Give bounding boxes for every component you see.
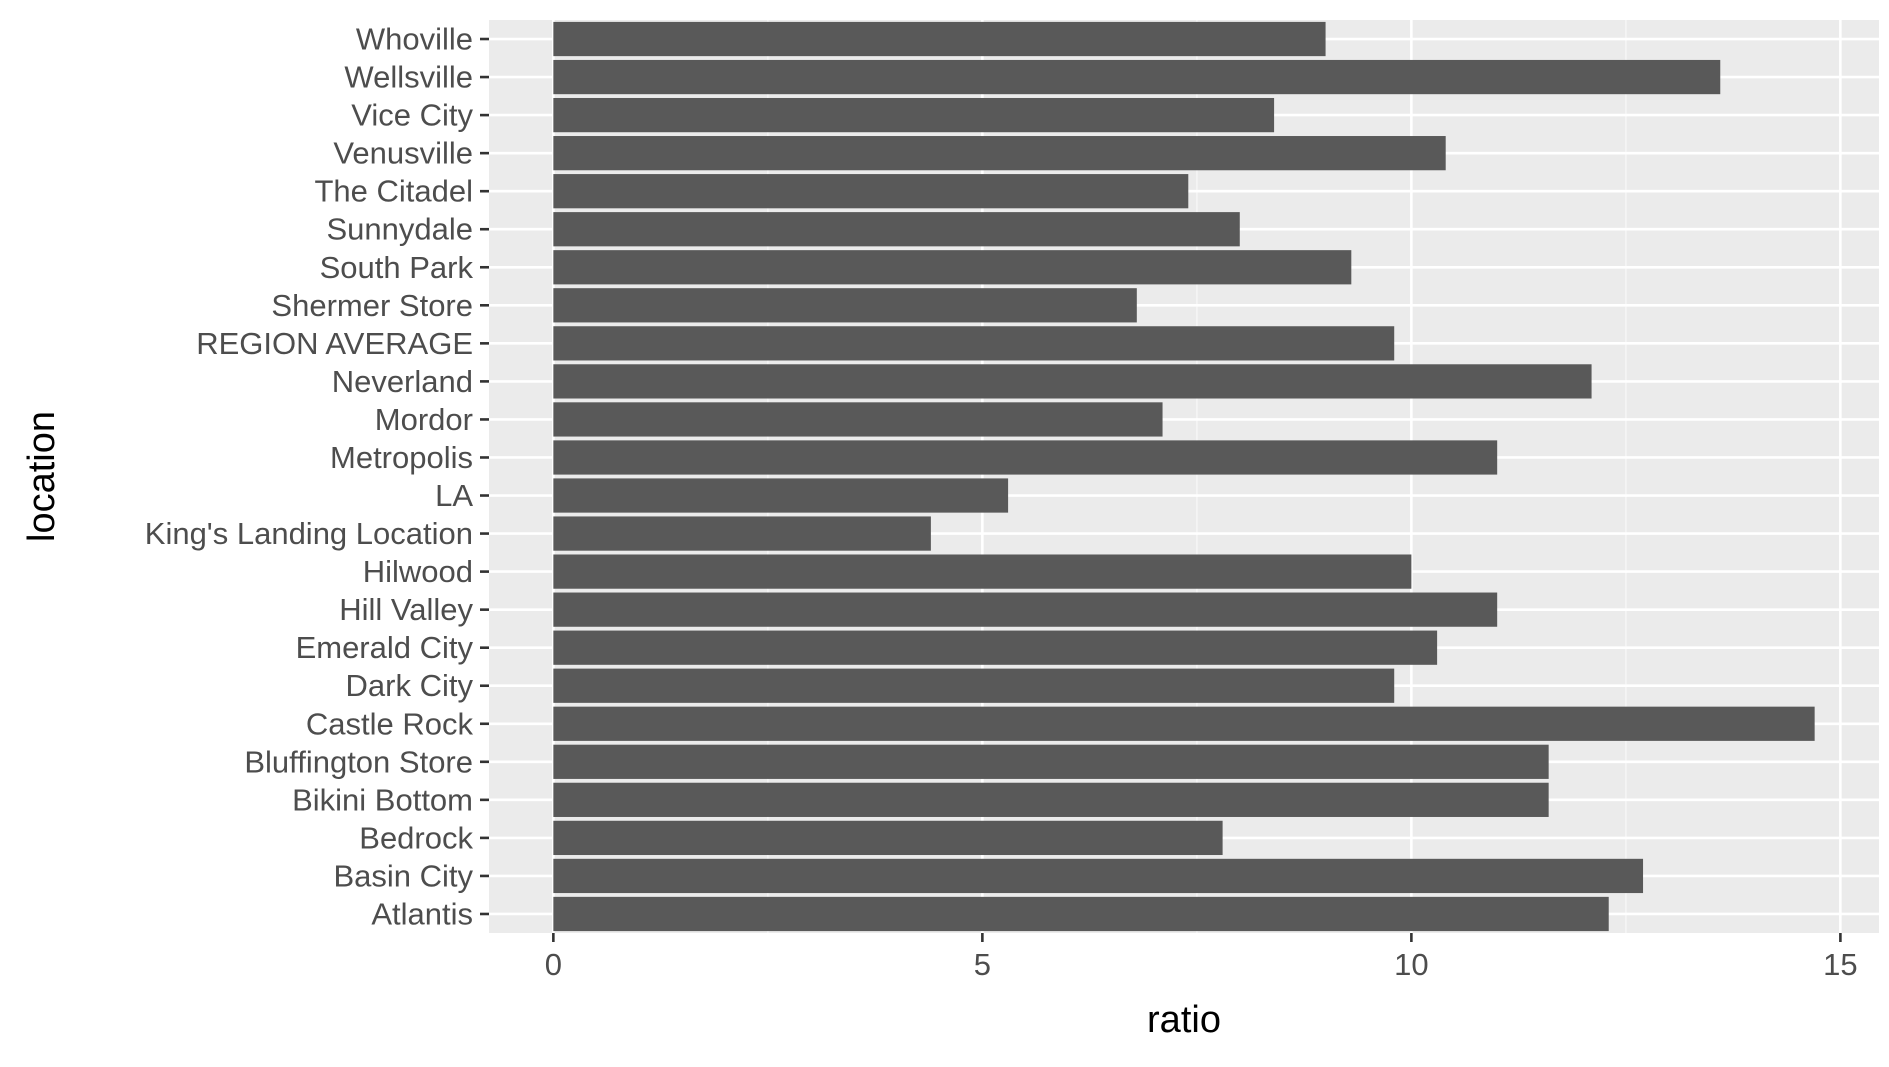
bar-king-s-landing-location xyxy=(553,516,931,551)
y-tick-label: REGION AVERAGE xyxy=(196,326,473,361)
bar-atlantis xyxy=(553,896,1609,932)
bar-basin-city xyxy=(553,858,1644,894)
bar-bluffington-store xyxy=(553,744,1549,779)
bar-sunnydale xyxy=(553,212,1240,247)
y-tick-label: Neverland xyxy=(332,364,473,399)
y-tick-label: Mordor xyxy=(375,402,473,437)
y-tick-label: Bluffington Store xyxy=(244,744,473,779)
bar-mordor xyxy=(553,402,1163,437)
bar-emerald-city xyxy=(553,630,1438,665)
y-tick-label: South Park xyxy=(320,250,474,285)
x-tick-label: 0 xyxy=(545,947,562,982)
bar-the-citadel xyxy=(553,174,1189,209)
plot-panel xyxy=(489,20,1879,933)
bar-dark-city xyxy=(553,668,1395,703)
bar-wellsville xyxy=(553,59,1721,95)
bar-south-park xyxy=(553,250,1352,285)
bar-whoville xyxy=(553,21,1326,57)
x-tick-label: 10 xyxy=(1394,947,1428,982)
y-axis-title: location xyxy=(21,411,63,542)
y-tick-label: Bedrock xyxy=(359,820,473,855)
bar-bedrock xyxy=(553,820,1223,856)
y-tick-label: Hilwood xyxy=(363,554,473,589)
y-tick-label: Basin City xyxy=(333,858,473,893)
y-tick-label: The Citadel xyxy=(314,174,473,209)
y-tick-label: Hill Valley xyxy=(339,592,473,627)
bar-hill-valley xyxy=(553,592,1498,627)
y-tick-label: Wellsville xyxy=(344,60,473,95)
bar-metropolis xyxy=(553,440,1498,475)
x-tick-label: 5 xyxy=(974,947,991,982)
y-tick-label: Sunnydale xyxy=(326,212,473,247)
y-tick-label: Atlantis xyxy=(371,896,473,931)
bar-castle-rock xyxy=(553,706,1815,741)
y-tick-label: Castle Rock xyxy=(306,706,474,741)
bar-neverland xyxy=(553,364,1592,399)
x-axis-title: ratio xyxy=(1147,999,1221,1041)
y-tick-label: Bikini Bottom xyxy=(292,782,473,817)
y-tick-label: Metropolis xyxy=(330,440,473,475)
y-tick-label: Whoville xyxy=(356,22,473,57)
bar-vice-city xyxy=(553,97,1275,133)
x-axis: 0 5 10 15 xyxy=(545,933,1858,982)
bar-hilwood xyxy=(553,554,1412,589)
y-tick-label: King's Landing Location xyxy=(145,516,473,551)
bar-region-average xyxy=(553,326,1395,361)
bar-shermer-store xyxy=(553,288,1137,323)
bars xyxy=(553,21,1815,932)
x-tick-label: 15 xyxy=(1823,947,1857,982)
bar-venusville xyxy=(553,136,1446,171)
y-tick-label: Shermer Store xyxy=(271,288,473,323)
y-tick-label: LA xyxy=(435,478,473,513)
y-tick-label: Vice City xyxy=(351,98,473,133)
bar-bikini-bottom xyxy=(553,782,1549,817)
y-tick-label: Venusville xyxy=(333,136,473,171)
bar-la xyxy=(553,478,1009,513)
y-tick-label: Dark City xyxy=(346,668,474,703)
y-tick-label: Emerald City xyxy=(296,630,474,665)
